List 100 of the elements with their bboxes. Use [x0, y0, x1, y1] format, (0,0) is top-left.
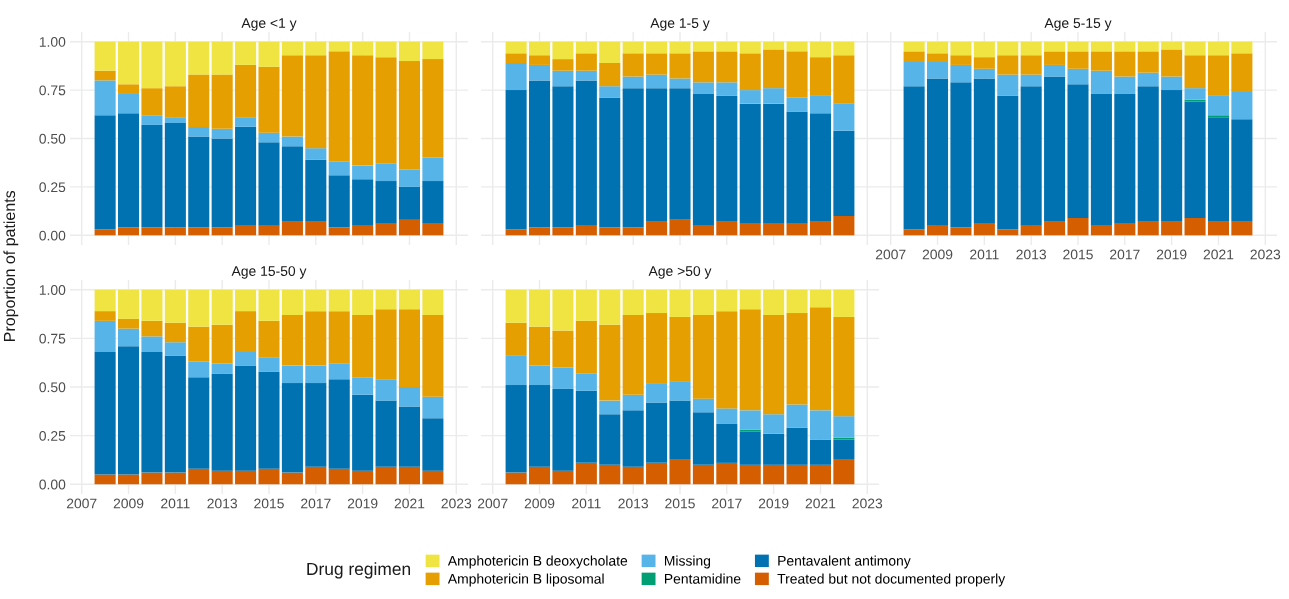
- bar: [997, 74, 1019, 96]
- bar: [716, 311, 738, 409]
- bar: [281, 221, 303, 236]
- y-tick-label: 0.00: [39, 230, 66, 241]
- bar: [117, 328, 140, 347]
- bar: [211, 470, 233, 485]
- x-tick-label: 2023: [852, 498, 883, 509]
- bar: [505, 355, 527, 386]
- bar: [1090, 93, 1112, 226]
- bar: [786, 313, 808, 405]
- bar: [763, 88, 785, 104]
- bar: [211, 227, 233, 236]
- bar: [258, 225, 280, 236]
- bar: [646, 383, 668, 403]
- bar: [763, 103, 785, 224]
- bar: [1137, 41, 1159, 52]
- bar: [599, 227, 621, 236]
- bar: [1207, 55, 1230, 96]
- bar: [903, 41, 925, 52]
- bar: [1207, 221, 1230, 236]
- legend-label: Amphotericin B deoxycholate: [447, 555, 628, 569]
- bar: [903, 61, 925, 87]
- chart-title: Age 5-15 y: [1044, 18, 1112, 31]
- bar: [141, 289, 163, 321]
- bar: [258, 371, 280, 469]
- bar: [692, 41, 714, 52]
- bar: [973, 78, 995, 224]
- bar: [1044, 41, 1066, 52]
- bar: [211, 138, 233, 228]
- bar: [235, 41, 257, 65]
- bar: [622, 227, 644, 236]
- bar: [235, 117, 257, 127]
- chart-title: Age 1-5 y: [650, 18, 710, 31]
- bar: [646, 53, 668, 75]
- bar: [188, 227, 210, 236]
- bar: [1137, 51, 1159, 73]
- bar: [188, 361, 210, 378]
- x-tick-label: 2009: [524, 498, 555, 509]
- bar: [235, 351, 257, 366]
- bar: [646, 88, 668, 222]
- bar: [422, 181, 444, 224]
- bar: [973, 57, 995, 69]
- legend-label: Missing: [664, 555, 711, 569]
- bar: [305, 41, 327, 56]
- bar: [528, 385, 551, 467]
- bar: [305, 221, 327, 236]
- bar: [739, 53, 761, 91]
- x-tick-label: 2011: [572, 498, 601, 509]
- bar: [809, 57, 832, 96]
- bar: [833, 416, 855, 438]
- bar: [505, 289, 527, 323]
- bar: [211, 363, 233, 374]
- bar: [164, 342, 186, 356]
- bar: [763, 289, 785, 316]
- bar: [281, 289, 303, 316]
- bar: [1020, 74, 1042, 87]
- bar: [528, 80, 551, 228]
- bar: [211, 128, 233, 139]
- bar: [328, 468, 350, 485]
- bar: [809, 221, 832, 236]
- bar: [833, 41, 855, 56]
- bar: [117, 41, 140, 85]
- bar: [258, 320, 280, 358]
- legend-label: Pentavalent antimony: [778, 555, 911, 569]
- bar: [398, 289, 421, 310]
- bar: [599, 414, 621, 465]
- bar: [117, 84, 140, 94]
- x-tick-label: 2021: [805, 498, 836, 509]
- bar: [352, 470, 374, 485]
- bar: [141, 88, 163, 116]
- bar: [164, 355, 186, 473]
- bar: [950, 64, 972, 83]
- bar: [422, 59, 444, 158]
- y-tick-label: 0.50: [39, 382, 66, 393]
- bar: [716, 462, 738, 485]
- bar: [422, 157, 444, 182]
- bar: [786, 97, 808, 112]
- bar: [716, 408, 738, 424]
- bar: [422, 289, 444, 316]
- chart-title: Age 15-50 y: [231, 266, 307, 279]
- bar: [575, 462, 597, 485]
- bar: [926, 41, 949, 54]
- bar: [375, 223, 397, 236]
- x-tick-label: 2021: [394, 498, 425, 509]
- bar: [94, 474, 116, 485]
- bar: [305, 159, 327, 222]
- bar: [328, 227, 350, 236]
- bar: [117, 318, 140, 329]
- bar: [833, 215, 855, 236]
- bar: [94, 320, 116, 352]
- bar: [599, 464, 621, 485]
- x-tick-label: 2017: [1110, 249, 1140, 260]
- bar: [763, 315, 785, 415]
- bar: [211, 373, 233, 471]
- bar: [328, 161, 350, 176]
- y-tick-label: 0.00: [39, 479, 66, 490]
- bar: [505, 385, 527, 473]
- bar: [669, 78, 691, 89]
- bar: [1137, 86, 1159, 222]
- bar: [716, 289, 738, 312]
